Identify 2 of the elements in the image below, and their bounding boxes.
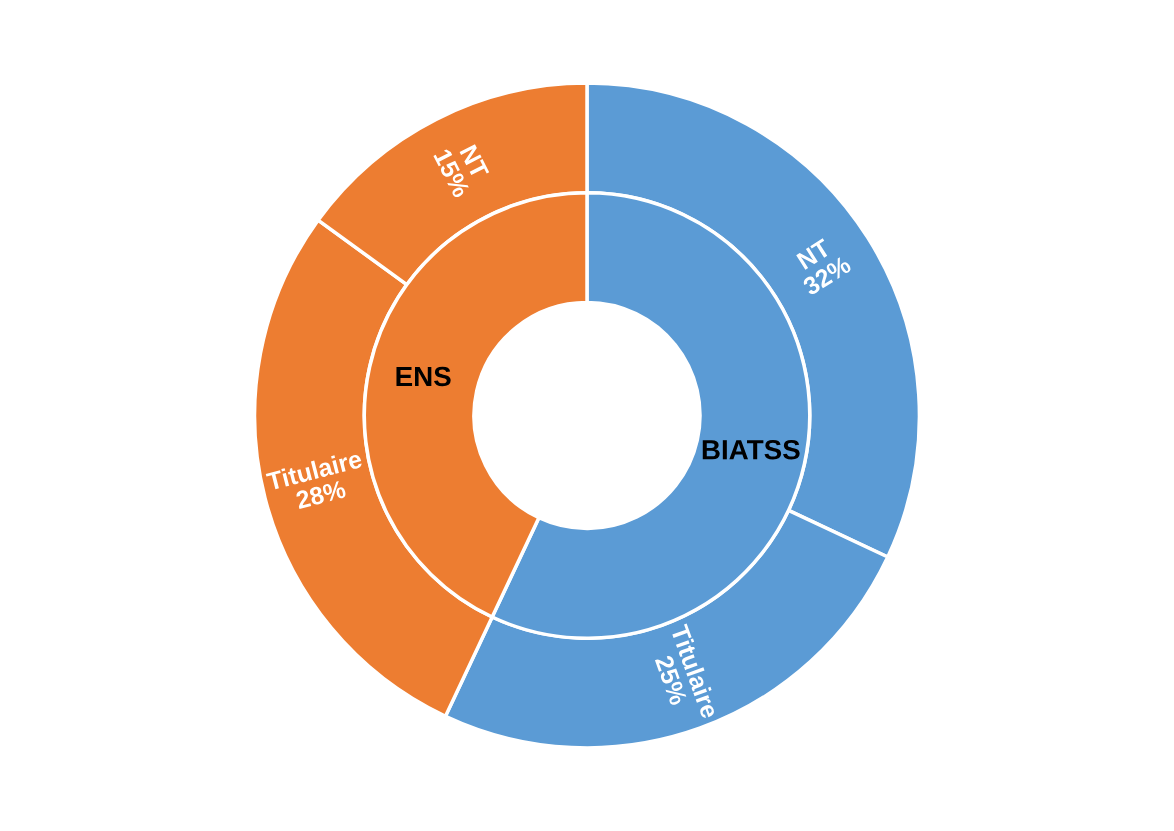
text: ENS <box>396 366 451 387</box>
text: BIATSS <box>702 439 800 460</box>
